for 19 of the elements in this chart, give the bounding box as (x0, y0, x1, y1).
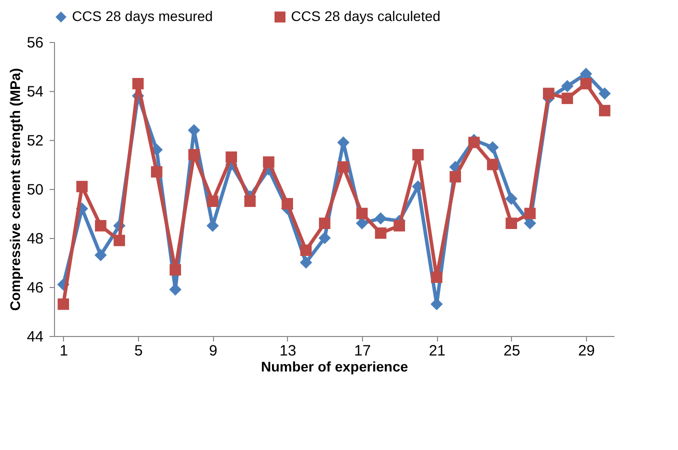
x-tick-label: 13 (279, 342, 296, 360)
x-tick-label: 5 (134, 342, 143, 360)
y-tick-label: 50 (26, 182, 44, 198)
x-tick-label: 1 (60, 342, 68, 360)
y-tick-label: 56 (26, 34, 44, 52)
x-tick-label: 17 (354, 342, 371, 360)
x-tick-label: 25 (503, 342, 520, 360)
y-tick-label: 52 (26, 132, 44, 150)
y-tick-label: 46 (26, 280, 44, 296)
x-tick-label: 21 (428, 342, 446, 360)
x-axis-title: Number of experience (260, 358, 408, 374)
x-tick-label: 9 (208, 342, 218, 360)
y-tick-label: 54 (26, 84, 44, 100)
y-tick-label: 48 (26, 230, 44, 248)
legend-label: CCS 28 days calculeted (291, 8, 440, 24)
y-tick-label: 44 (26, 328, 44, 346)
y-axis-title: Compressive cement strength (MPa) (6, 68, 23, 311)
x-tick-label: 29 (578, 342, 595, 360)
legend-label: CCS 28 days mesured (72, 8, 213, 24)
